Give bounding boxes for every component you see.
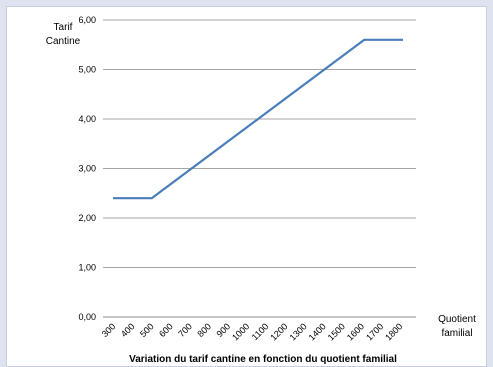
x-tick-labels: 300 400 500 600 700 800 9001000110012001300140… bbox=[100, 321, 405, 342]
y-tick-labels: 0,00 1,00 2,00 3,00 4,00 5,00 6,00 bbox=[78, 15, 96, 322]
x-tick-label: 700 bbox=[176, 321, 194, 339]
x-tick-label: 800 bbox=[195, 321, 213, 339]
x-tick-label: 300 bbox=[100, 321, 118, 339]
y-tick-label: 0,00 bbox=[78, 312, 96, 322]
x-tick-label: 400 bbox=[119, 321, 137, 339]
y-tick-label: 5,00 bbox=[78, 65, 96, 75]
y-axis-title-line2: Cantine bbox=[46, 36, 81, 47]
x-tick-label: 1000 bbox=[230, 321, 251, 342]
y-tick-label: 2,00 bbox=[78, 213, 96, 223]
x-tick-label: 500 bbox=[138, 321, 156, 339]
y-tick-label: 1,00 bbox=[78, 263, 96, 273]
chart-frame bbox=[6, 6, 487, 367]
x-tick-label: 1800 bbox=[383, 321, 404, 342]
y-tick-label: 3,00 bbox=[78, 164, 96, 174]
chart-caption: Variation du tarif cantine en fonction d… bbox=[129, 354, 397, 365]
x-tick-label: 1100 bbox=[250, 321, 271, 342]
y-tick-label: 6,00 bbox=[78, 15, 96, 25]
y-tick-label: 4,00 bbox=[78, 114, 96, 124]
x-tick-label: 900 bbox=[215, 321, 233, 339]
x-axis-title-line2: familial bbox=[441, 328, 472, 339]
x-tick-label: 1500 bbox=[326, 321, 347, 342]
x-tick-label: 600 bbox=[157, 321, 175, 339]
x-axis-title-line1: Quotient bbox=[438, 314, 476, 325]
x-tick-label: 1400 bbox=[307, 321, 328, 342]
x-tick-label: 1200 bbox=[268, 321, 289, 342]
y-axis-title-line1: Tarif bbox=[54, 22, 73, 33]
series-group bbox=[112, 38, 404, 200]
x-tick-label: 1600 bbox=[345, 321, 366, 342]
x-tick-label: 1700 bbox=[364, 321, 385, 342]
x-tick-label: 1300 bbox=[288, 321, 309, 342]
gridlines bbox=[103, 19, 416, 318]
